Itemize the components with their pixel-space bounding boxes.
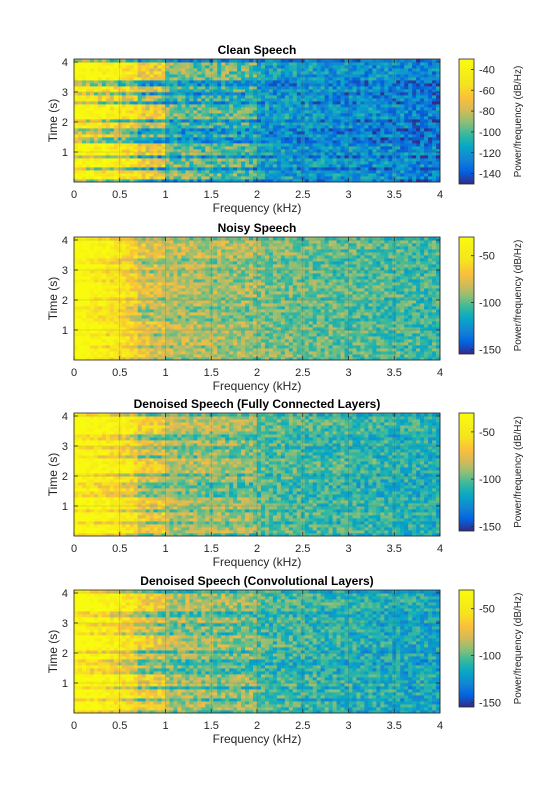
colorbar-tick-label: -120 <box>479 148 501 160</box>
x-tick-label: 4 <box>437 720 443 732</box>
colorbar-tick-label: -100 <box>479 127 501 139</box>
x-tick-label: 3.5 <box>387 189 402 201</box>
y-tick-label: 4 <box>62 411 68 423</box>
y-axis-label: Time (s) <box>46 453 60 497</box>
chart-title: Denoised Speech (Fully Connected Layers) <box>134 397 381 411</box>
colorbar-tick-label: -80 <box>479 106 495 118</box>
colorbar <box>459 237 474 354</box>
x-tick-label: 3.5 <box>387 367 402 379</box>
x-tick-label: 2.5 <box>295 543 310 555</box>
y-axis-label: Time (s) <box>46 99 60 143</box>
x-tick-label: 2 <box>254 367 260 379</box>
chart-panel: 0 0.5 1 1.5 2 2.5 3 3.5 4 1 2 3 4 Clean Speech Frequen… <box>46 43 524 215</box>
y-tick-label: 1 <box>62 678 68 690</box>
y-axis-label: Time (s) <box>46 630 60 674</box>
colorbar <box>459 590 474 707</box>
x-axis-label: Frequency (kHz) <box>213 555 302 569</box>
x-axis-label: Frequency (kHz) <box>213 379 302 393</box>
x-tick-label: 0.5 <box>112 543 127 555</box>
x-tick-label: 4 <box>437 367 443 379</box>
colorbar-tick-label: -150 <box>479 521 501 533</box>
x-tick-label: 3 <box>345 367 351 379</box>
x-tick-label: 2.5 <box>295 720 310 732</box>
y-axis-label: Time (s) <box>46 277 60 321</box>
x-tick-label: 1.5 <box>204 543 219 555</box>
x-tick-label: 2 <box>254 189 260 201</box>
x-tick-label: 0 <box>71 367 77 379</box>
colorbar-tick-label: -50 <box>479 427 495 439</box>
y-tick-label: 1 <box>62 501 68 513</box>
chart-panel: 0 0.5 1 1.5 2 2.5 3 3.5 4 1 2 3 4 Denoised Speech (Fu… <box>46 397 524 569</box>
x-tick-label: 2 <box>254 543 260 555</box>
chart-title: Denoised Speech (Convolutional Layers) <box>140 574 373 588</box>
x-tick-label: 0.5 <box>112 367 127 379</box>
x-axis-label: Frequency (kHz) <box>213 201 302 215</box>
x-tick-label: 1 <box>162 543 168 555</box>
x-tick-label: 0 <box>71 720 77 732</box>
y-tick-label: 2 <box>62 648 68 660</box>
x-tick-label: 4 <box>437 543 443 555</box>
colorbar <box>459 413 474 531</box>
colorbar-label: Power/frequency (dB/Hz) <box>513 416 524 528</box>
x-tick-label: 3 <box>345 189 351 201</box>
colorbar-label: Power/frequency (dB/Hz) <box>513 66 524 178</box>
x-axis-label: Frequency (kHz) <box>213 732 302 746</box>
y-tick-label: 4 <box>62 588 68 600</box>
x-tick-label: 1 <box>162 720 168 732</box>
y-tick-label: 1 <box>62 147 68 159</box>
colorbar-tick-label: -150 <box>479 697 501 709</box>
x-tick-label: 3 <box>345 543 351 555</box>
x-tick-label: 4 <box>437 189 443 201</box>
y-tick-label: 2 <box>62 471 68 483</box>
colorbar-tick-label: -60 <box>479 85 495 97</box>
chart-title: Noisy Speech <box>218 221 297 235</box>
colorbar-tick-label: -40 <box>479 64 495 76</box>
y-tick-label: 1 <box>62 325 68 337</box>
x-tick-label: 1 <box>162 367 168 379</box>
chart-panel: 0 0.5 1 1.5 2 2.5 3 3.5 4 1 2 3 4 Denoised Speech (Co… <box>46 574 524 746</box>
colorbar-tick-label: -100 <box>479 298 501 310</box>
y-tick-label: 3 <box>62 618 68 630</box>
colorbar-tick-label: -100 <box>479 651 501 663</box>
colorbar-tick-label: -50 <box>479 604 495 616</box>
colorbar-label: Power/frequency (dB/Hz) <box>513 593 524 705</box>
colorbar-tick-label: -50 <box>479 251 495 263</box>
colorbar <box>459 59 474 184</box>
x-tick-label: 1.5 <box>204 189 219 201</box>
x-tick-label: 3.5 <box>387 543 402 555</box>
y-tick-label: 4 <box>62 57 68 69</box>
chart-panel: 0 0.5 1 1.5 2 2.5 3 3.5 4 1 2 3 4 Noisy Speech Frequen… <box>46 221 524 393</box>
colorbar-tick-label: -100 <box>479 474 501 486</box>
x-tick-label: 0.5 <box>112 720 127 732</box>
x-tick-label: 3 <box>345 720 351 732</box>
x-tick-label: 1 <box>162 189 168 201</box>
colorbar-label: Power/frequency (dB/Hz) <box>513 240 524 352</box>
y-tick-label: 4 <box>62 235 68 247</box>
x-tick-label: 0 <box>71 543 77 555</box>
y-tick-label: 3 <box>62 87 68 99</box>
x-tick-label: 2 <box>254 720 260 732</box>
y-tick-label: 2 <box>62 295 68 307</box>
chart-title: Clean Speech <box>218 43 297 57</box>
y-tick-label: 3 <box>62 441 68 453</box>
x-tick-label: 1.5 <box>204 720 219 732</box>
y-tick-label: 3 <box>62 265 68 277</box>
colorbar-tick-label: -140 <box>479 169 501 181</box>
x-tick-label: 0 <box>71 189 77 201</box>
x-tick-label: 2.5 <box>295 189 310 201</box>
colorbar-tick-label: -150 <box>479 344 501 356</box>
x-tick-label: 1.5 <box>204 367 219 379</box>
x-tick-label: 0.5 <box>112 189 127 201</box>
x-tick-label: 3.5 <box>387 720 402 732</box>
x-tick-label: 2.5 <box>295 367 310 379</box>
y-tick-label: 2 <box>62 117 68 129</box>
